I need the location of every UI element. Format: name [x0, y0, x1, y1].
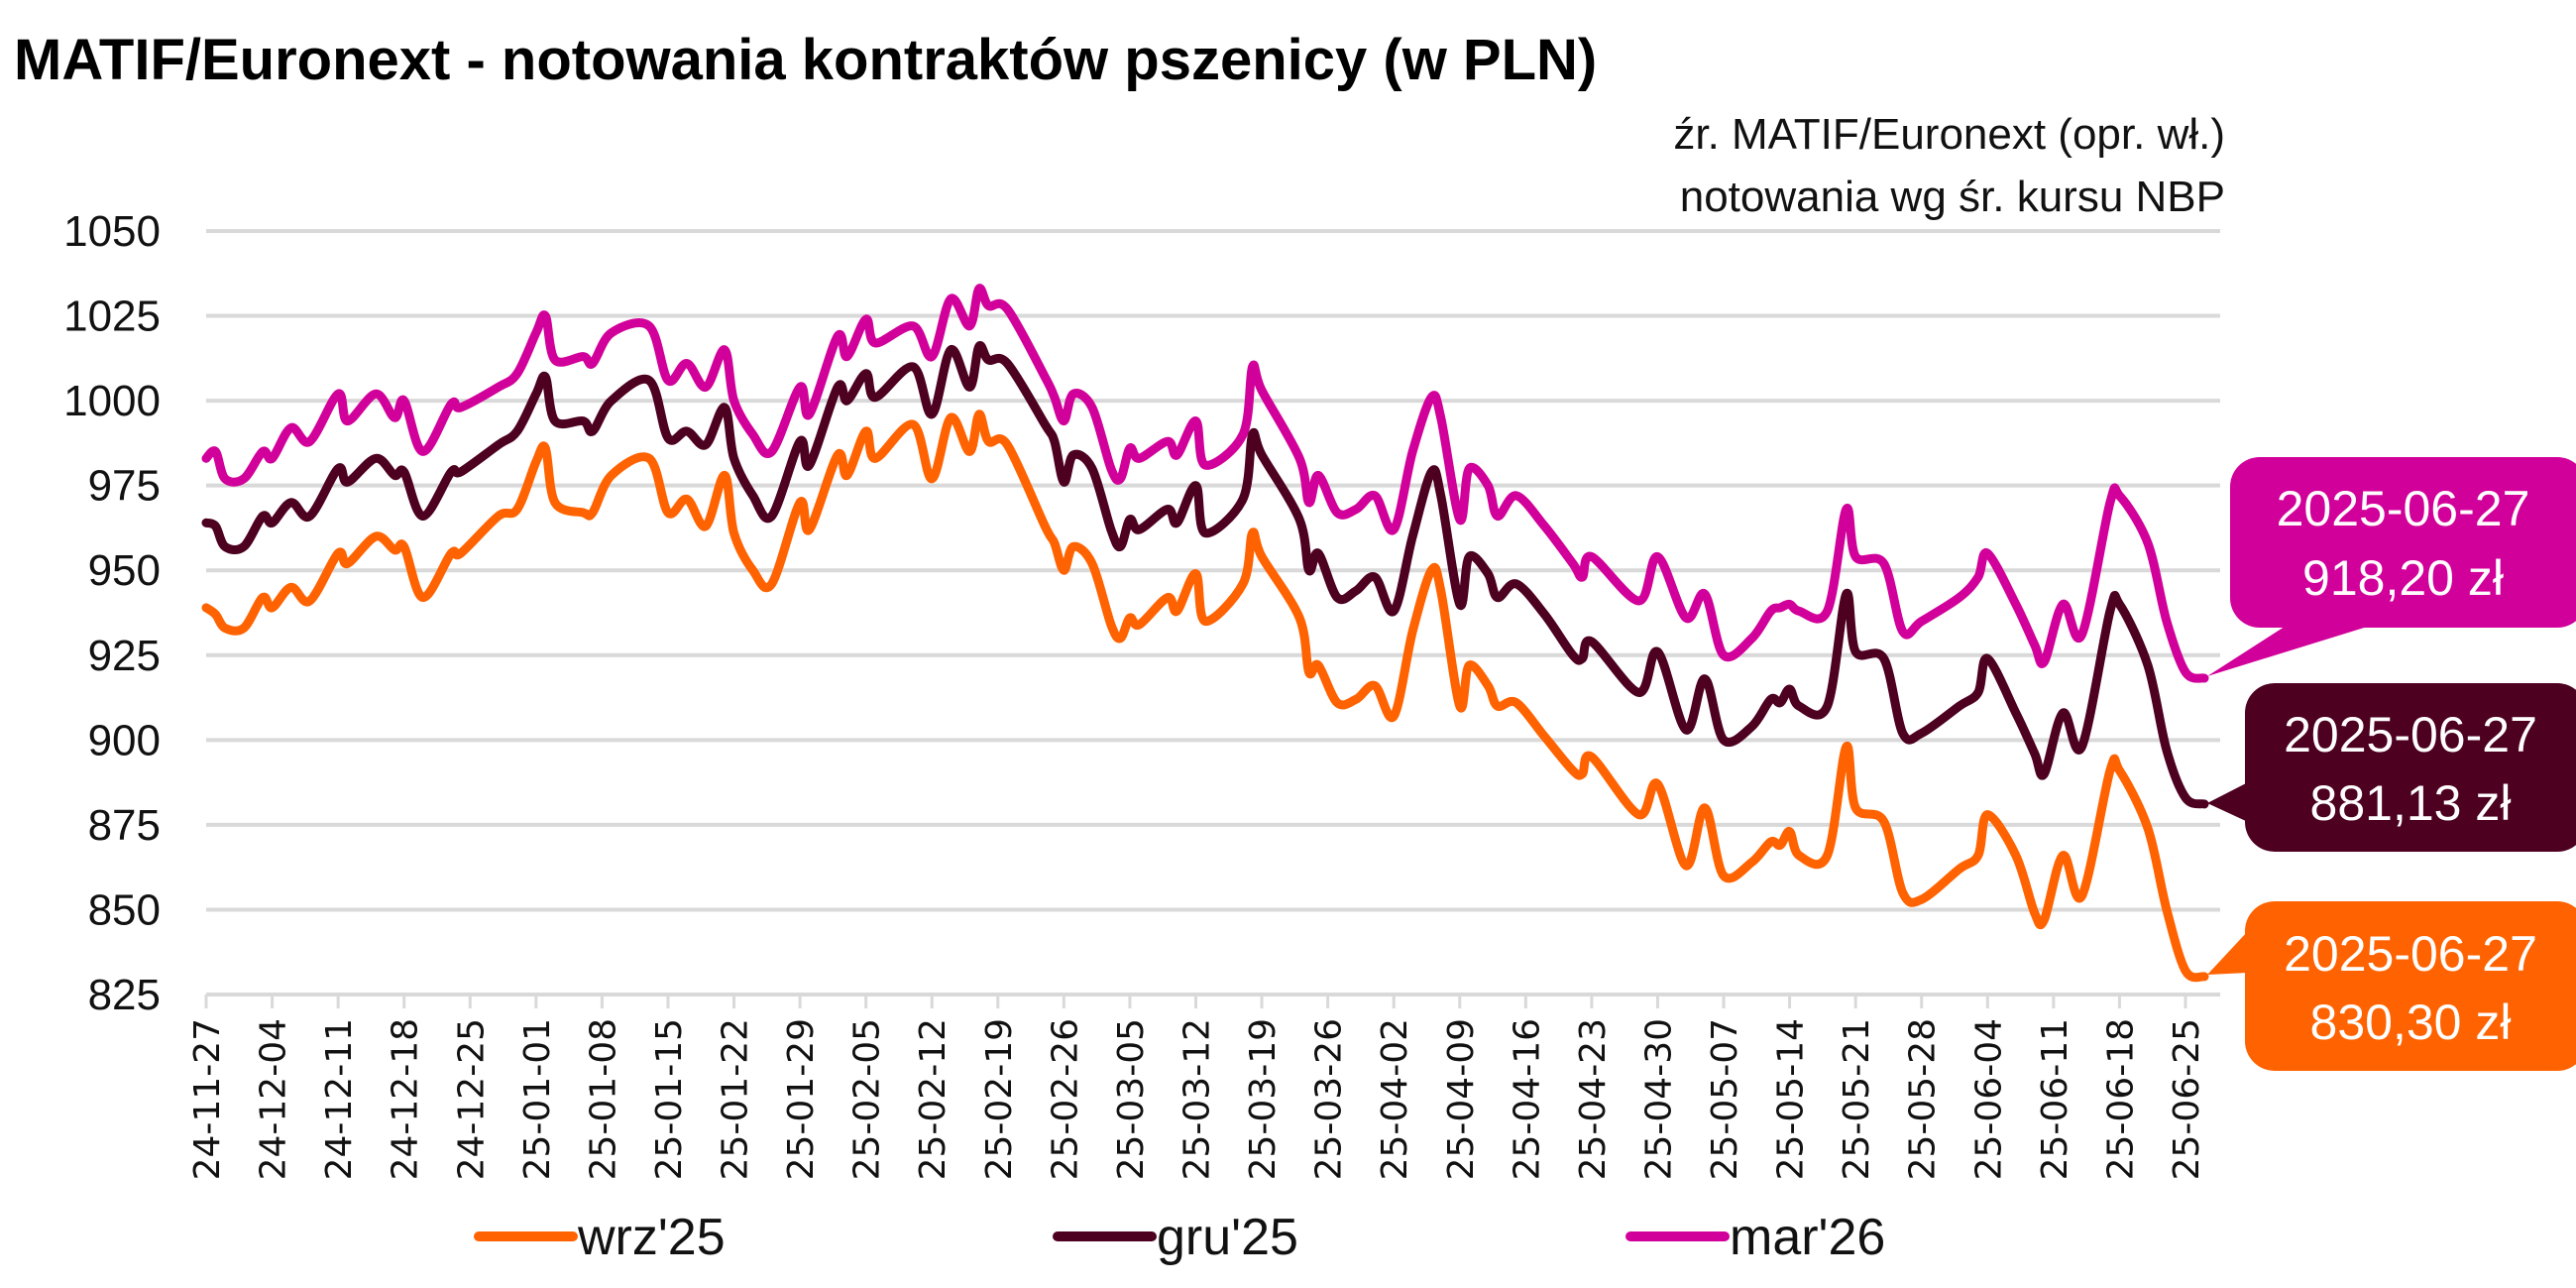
- x-tick-label: 25-02-26: [1045, 1018, 1085, 1180]
- callout-date: 2025-06-27: [2284, 707, 2537, 762]
- x-tick-label: 25-04-09: [1441, 1018, 1482, 1180]
- legend: wrz'25 gru'25 mar'26: [474, 1209, 1885, 1266]
- y-tick-label: 1025: [63, 293, 161, 341]
- legend-item: gru'25: [1053, 1209, 1298, 1266]
- x-tick-label: 25-04-30: [1638, 1018, 1679, 1180]
- x-tick-label: 25-05-07: [1705, 1018, 1745, 1180]
- x-tick-label: 25-02-05: [847, 1018, 888, 1180]
- y-tick-label: 850: [88, 885, 161, 934]
- y-tick-label: 950: [88, 546, 161, 595]
- legend-item: mar'26: [1625, 1209, 1885, 1266]
- callout-value: 918,20 zł: [2302, 550, 2504, 606]
- callout-mar26: 2025-06-27 918,20 zł: [2207, 457, 2576, 676]
- y-tick-label: 1000: [63, 377, 161, 425]
- x-tick-label: 24-12-04: [254, 1018, 294, 1180]
- gridlines: [206, 229, 2220, 996]
- series-line-mar26: [201, 284, 2209, 683]
- x-tick-label: 25-05-14: [1771, 1018, 1812, 1180]
- y-tick-label: 925: [88, 632, 161, 680]
- x-tick-label: 24-11-27: [187, 1018, 228, 1180]
- legend-label: wrz'25: [577, 1209, 726, 1266]
- y-axis: 825 850 875 900 925 950 975 1000 1025 1050: [63, 207, 161, 1019]
- legend-label: gru'25: [1157, 1209, 1298, 1266]
- x-tick-label: 25-01-01: [517, 1018, 558, 1180]
- x-tick-label: 25-06-25: [2167, 1018, 2207, 1180]
- x-tick-label: 25-01-08: [583, 1018, 623, 1180]
- source-note-line-1: źr. MATIF/Euronext (opr. wł.): [1673, 110, 2225, 159]
- callout-date: 2025-06-27: [2277, 481, 2530, 536]
- source-note-line-2: notowania wg śr. kursu NBP: [1680, 173, 2225, 221]
- x-tick-label: 25-03-19: [1243, 1018, 1284, 1180]
- legend-item: wrz'25: [474, 1209, 726, 1266]
- x-tick-label: 25-04-02: [1375, 1018, 1415, 1180]
- legend-label: mar'26: [1730, 1209, 1885, 1266]
- x-tick-label: 25-02-19: [979, 1018, 1020, 1180]
- x-tick-label: 25-04-16: [1507, 1018, 1547, 1180]
- callout-box: [2230, 457, 2576, 628]
- x-tick-label: 25-06-11: [2035, 1018, 2075, 1180]
- callout-pointer: [2207, 782, 2248, 822]
- x-tick-label: 25-03-26: [1309, 1018, 1350, 1180]
- callout-box: [2245, 683, 2576, 852]
- x-tick-label: 25-06-18: [2100, 1018, 2141, 1180]
- y-tick-label: 900: [88, 716, 161, 764]
- callout-gru25: 2025-06-27 881,13 zł: [2207, 683, 2576, 852]
- x-tick-label: 25-02-12: [913, 1018, 953, 1180]
- x-tick-label: 24-12-11: [319, 1018, 360, 1180]
- x-tick-label: 25-01-22: [716, 1018, 756, 1180]
- callout-value: 881,13 zł: [2310, 775, 2512, 831]
- chart-title: MATIF/Euronext - notowania kontraktów ps…: [14, 28, 1597, 92]
- series-lines: [201, 284, 2209, 983]
- y-tick-label: 1050: [63, 207, 161, 256]
- x-tick-label: 24-12-18: [386, 1018, 426, 1180]
- y-tick-label: 825: [88, 971, 161, 1019]
- callout-box: [2245, 901, 2576, 1071]
- x-tick-label: 25-05-28: [1903, 1018, 1944, 1180]
- x-tick-label: 25-01-15: [649, 1018, 690, 1180]
- y-tick-label: 975: [88, 462, 161, 511]
- callout-pointer: [2207, 931, 2248, 975]
- x-tick-label: 25-03-05: [1111, 1018, 1152, 1180]
- x-tick-label: 25-03-12: [1177, 1018, 1218, 1180]
- series-line-gru25: [201, 341, 2209, 809]
- y-tick-label: 875: [88, 801, 161, 850]
- callout-value: 830,30 zł: [2310, 995, 2512, 1050]
- x-tick-label: 24-12-25: [451, 1018, 492, 1180]
- callout-date: 2025-06-27: [2284, 926, 2537, 982]
- series-line-wrz25: [201, 410, 2209, 983]
- callout-wrz25: 2025-06-27 830,30 zł: [2207, 901, 2576, 1071]
- callout-pointer: [2207, 625, 2374, 676]
- x-tick-label: 25-04-23: [1573, 1018, 1614, 1180]
- x-tick-label: 25-06-04: [1968, 1018, 2009, 1180]
- x-tick-label: 25-05-21: [1837, 1018, 1877, 1180]
- x-axis: 24-11-27 24-12-04 24-12-11 24-12-18 24-12-25…: [187, 995, 2207, 1180]
- x-tick-label: 25-01-29: [781, 1018, 822, 1180]
